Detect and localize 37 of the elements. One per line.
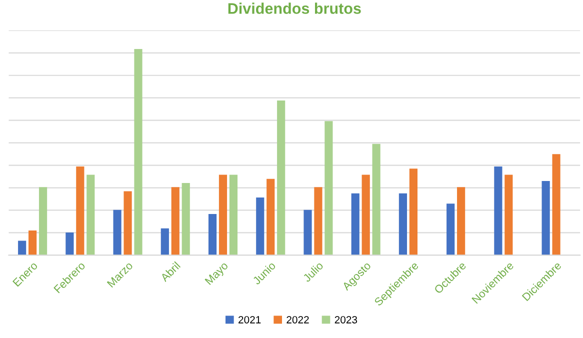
bar — [218, 174, 228, 256]
bar — [160, 228, 169, 256]
bar — [86, 174, 95, 256]
bar — [324, 121, 333, 256]
bar — [28, 230, 37, 256]
chart-title: Dividendos brutos — [228, 2, 361, 14]
bar — [277, 100, 286, 256]
bar — [457, 187, 466, 256]
bar — [171, 187, 180, 256]
bar — [76, 166, 84, 256]
bar — [351, 193, 360, 256]
legend-label: 2023 — [334, 316, 358, 324]
bar — [552, 154, 560, 256]
bar — [409, 168, 418, 256]
legend-label: 2022 — [286, 316, 309, 324]
bar — [372, 144, 380, 256]
bar — [134, 48, 142, 256]
bar — [398, 193, 408, 256]
bar — [208, 214, 217, 256]
bar — [229, 174, 238, 256]
bar — [446, 204, 455, 256]
bar — [504, 174, 513, 256]
x-tick-label: Julio — [302, 261, 324, 283]
bar — [256, 197, 264, 256]
bar — [66, 232, 74, 256]
bar — [18, 240, 26, 256]
bar — [542, 180, 550, 256]
bar — [362, 174, 370, 256]
legend-label: 2021 — [238, 316, 261, 324]
bar — [266, 178, 275, 256]
bar — [314, 187, 322, 256]
bar — [38, 187, 48, 256]
bar — [494, 166, 502, 256]
bar — [124, 191, 132, 256]
bar — [304, 210, 312, 256]
bar — [113, 210, 122, 256]
bar — [182, 183, 190, 256]
